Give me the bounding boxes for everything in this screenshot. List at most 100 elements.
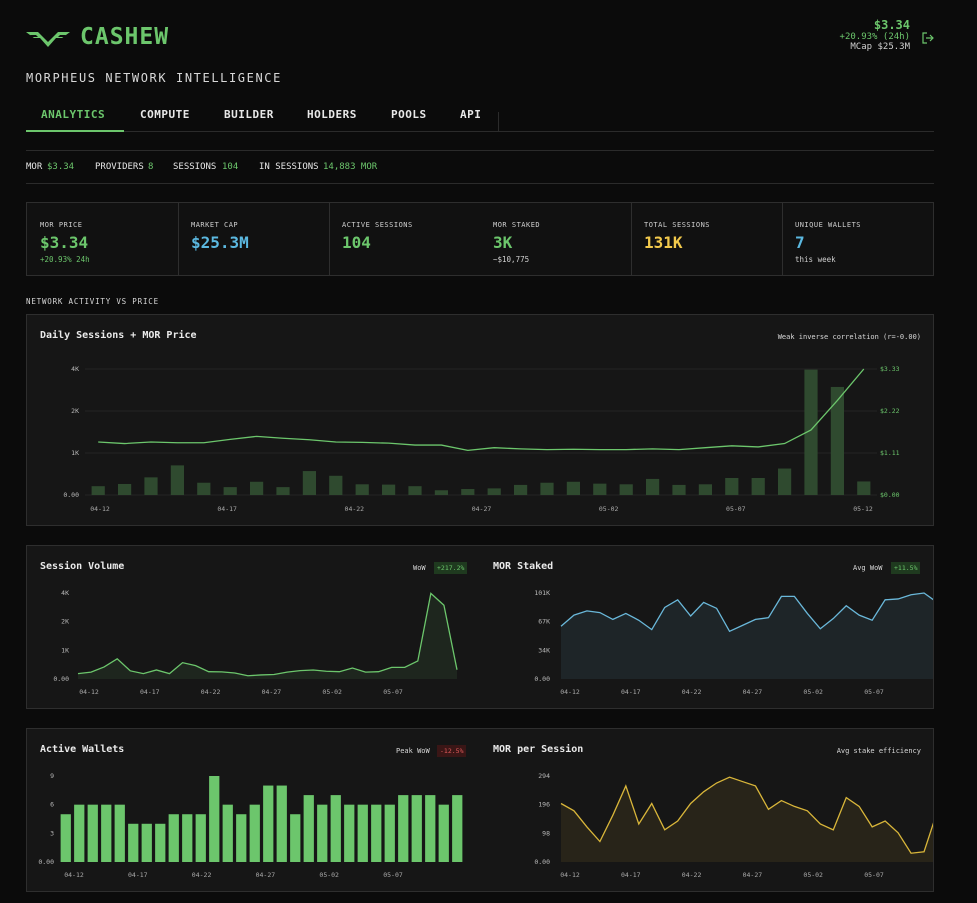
ticker-insessions-label: IN SESSIONS [259,162,319,172]
section-label: NETWORK ACTIVITY VS PRICE [26,297,159,306]
x-tick-label: 04-22 [682,871,702,879]
ticker-insessions-value: 14,883 MOR [323,162,378,172]
series-line [560,776,933,854]
session-bar [118,483,132,495]
stat-label: TOTAL SESSIONS [644,221,711,229]
x-tick-label: 04-27 [256,871,276,879]
y-tick-label: 3 [50,829,54,837]
page-subtitle: MORPHEUS NETWORK INTELLIGENCE [26,71,282,85]
x-tick-label: 04-27 [743,688,763,696]
tab-analytics[interactable]: ANALYTICS [41,108,106,121]
y-tick-label: 101K [534,589,550,597]
y-tick-label: 4K [71,365,79,373]
stat-value: 131K [644,233,683,252]
y-tick-label: 2K [61,618,69,626]
wallet-bar [168,814,179,862]
wallet-bar [101,804,112,862]
wallet-bar [182,814,193,862]
brand-logo[interactable] [26,28,70,48]
x-tick-label: 05-02 [319,871,339,879]
x-tick-label: 04-12 [64,871,84,879]
panel-title: Active Wallets [40,744,125,755]
y2-tick-label: $3.33 [880,365,900,373]
session-bar [487,488,501,495]
wallet-bar [155,823,166,862]
header-price-change: +20.93% (24h) [839,32,910,42]
x-tick-label: 04-22 [192,871,212,879]
session-bar [382,484,396,495]
stat-sub: +20.93% 24h [40,255,90,264]
session-bar [250,481,264,495]
wallet-bar [438,804,449,862]
wallet-bar [317,804,328,862]
series-line [560,592,933,633]
x-tick-label: 04-27 [743,871,763,879]
wallet-bar [303,795,314,862]
panel-title: Session Volume [40,561,125,572]
session-bar [197,482,211,495]
x-tick-label: 05-07 [864,688,884,696]
tab-api[interactable]: API [460,108,482,121]
y-tick-label: 98 [542,829,550,837]
stat-mor-price: MOR PRICE $3.34 +20.93% 24h [27,203,178,275]
x-tick-label: 05-12 [853,505,873,513]
x-tick-label: 05-07 [383,688,403,696]
y2-tick-label: $2.22 [880,407,900,415]
stat-value: 3K [493,233,513,252]
ticker-mor-value: $3.34 [47,162,75,172]
stat-divider [329,203,330,275]
tab-compute[interactable]: COMPUTE [140,108,190,121]
stat-value: 7 [795,233,805,252]
header-price-box: $3.34 +20.93% (24h) MCap $25.3M [810,18,910,52]
session-bar [170,465,184,495]
y-tick-label: 9 [50,772,54,780]
stat-mor-staked: MOR STAKED 3K ~$10,775 [480,203,631,275]
session-bar [91,486,105,495]
y-tick-label: 0.00 [53,675,69,683]
stat-market-cap: MARKET CAP $25.3M [178,203,329,275]
brand-name[interactable]: CASHEW [80,24,170,50]
stat-label: MOR PRICE [40,221,83,229]
stat-value: $3.34 [40,233,89,252]
tab-pools[interactable]: POOLS [391,108,427,121]
x-tick-label: 04-22 [345,505,365,513]
x-tick-label: 04-12 [79,688,99,696]
wallet-bar [371,804,382,862]
tab-bar-end [498,112,499,131]
wallet-bar [236,814,247,862]
wow-badge: +11.5% [891,562,921,574]
y-tick-label: 67K [538,618,550,626]
x-tick-label: 04-22 [682,688,702,696]
x-tick-label: 04-12 [90,505,110,513]
y-tick-label: 1K [61,646,69,654]
stat-total-sessions: TOTAL SESSIONS 131K [631,203,782,275]
y2-tick-label: $0.00 [880,491,900,499]
session-bar [751,477,765,495]
session-bar [830,386,844,495]
stat-unique-wallets: UNIQUE WALLETS 7 this week [782,203,933,275]
y-tick-label: 196 [538,801,550,809]
stat-divider [631,203,632,275]
session-bar [698,484,712,495]
tab-builder[interactable]: BUILDER [224,108,274,121]
x-tick-label: 04-12 [560,688,580,696]
session-bar [593,483,607,495]
tab-divider [26,131,934,132]
active-wallets-chart: 0.00 3 6 9 04-12 04-17 04-22 04-27 05-02 05-07 [38,772,463,879]
wow-badge: +217.2% [434,562,468,574]
wow-badge: -12.5% [437,745,467,757]
session-bar [725,477,739,495]
stat-label: ACTIVE SESSIONS [342,221,413,229]
wallet-bar [74,804,85,862]
x-tick-label: 04-22 [201,688,221,696]
header-mcap: MCap $25.3M [850,42,910,52]
wallet-bar [195,814,206,862]
logout-icon[interactable] [922,29,934,44]
session-bar [408,486,422,495]
panel-title: MOR per Session [493,744,584,755]
y-tick-label: 4K [61,589,69,597]
daily-sessions-chart: 0.00 1K 2K 4K $0.00 $1.11 $2.22 $3.33 04-12 04-17… [63,365,900,513]
tab-holders[interactable]: HOLDERS [307,108,357,121]
session-bar [566,481,580,495]
series-area [561,593,933,679]
